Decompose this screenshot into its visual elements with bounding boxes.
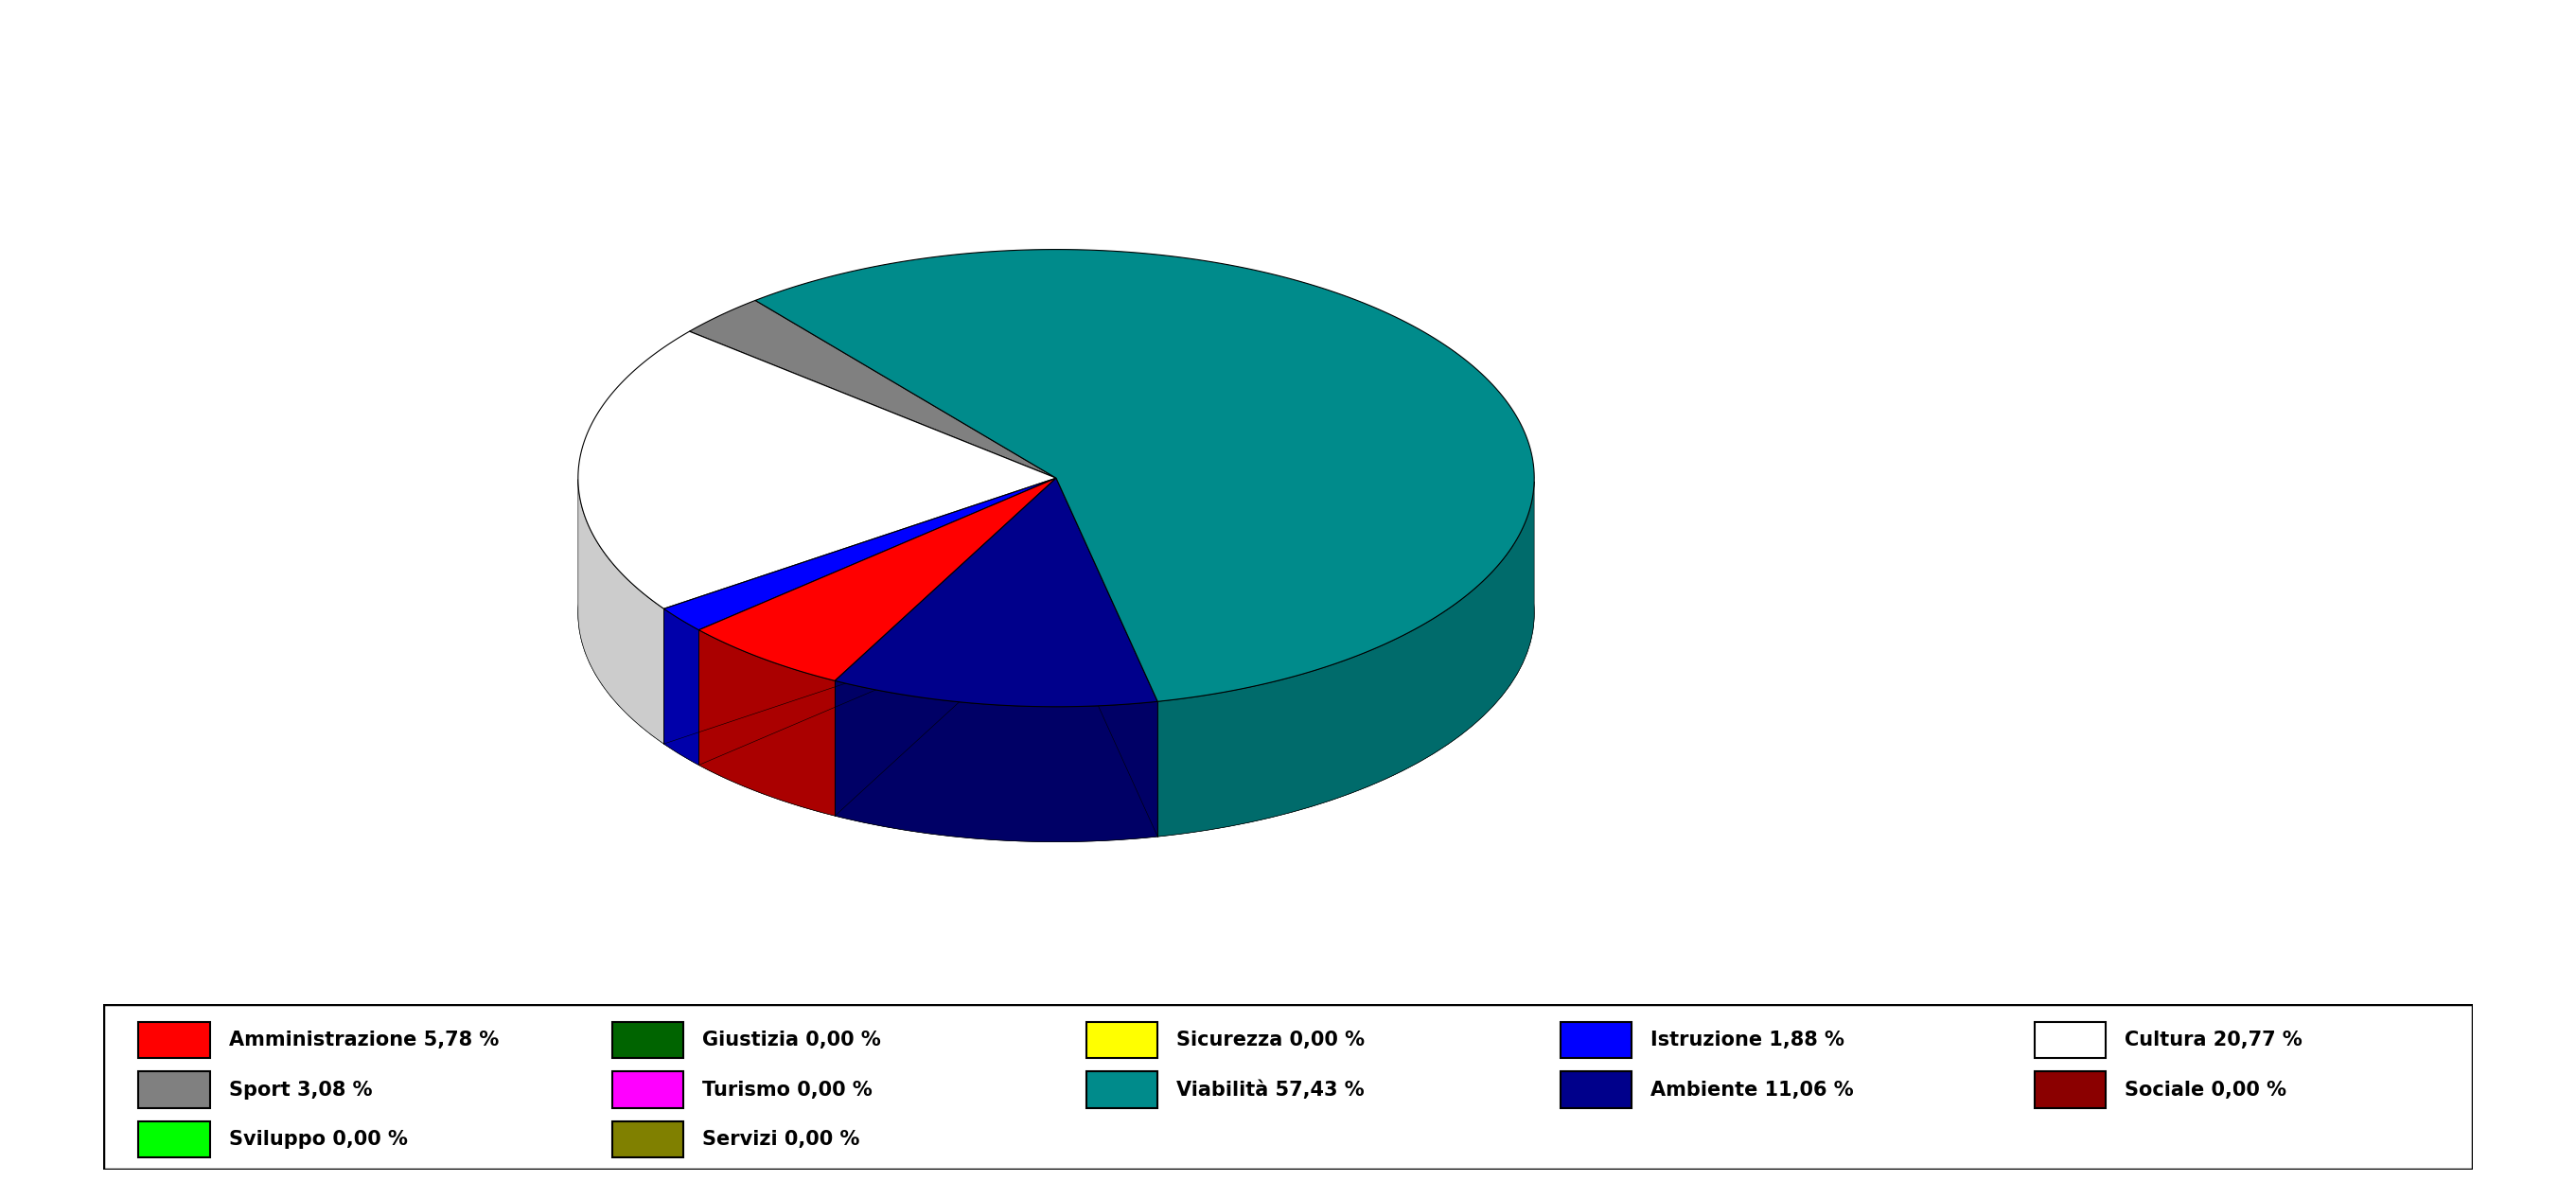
Text: Giustizia 0,00 %: Giustizia 0,00 %	[703, 1031, 881, 1050]
FancyBboxPatch shape	[2035, 1071, 2105, 1108]
Text: Sport 3,08 %: Sport 3,08 %	[229, 1081, 371, 1100]
FancyBboxPatch shape	[139, 1071, 209, 1108]
FancyBboxPatch shape	[1561, 1022, 1631, 1058]
Text: Ambiente 11,06 %: Ambiente 11,06 %	[1651, 1081, 1855, 1100]
Polygon shape	[755, 249, 1535, 702]
Ellipse shape	[577, 385, 1535, 842]
FancyBboxPatch shape	[613, 1121, 683, 1157]
FancyBboxPatch shape	[1087, 1022, 1157, 1058]
Text: Cultura 20,77 %: Cultura 20,77 %	[2125, 1031, 2303, 1050]
FancyBboxPatch shape	[1561, 1071, 1631, 1108]
Text: Istruzione 1,88 %: Istruzione 1,88 %	[1651, 1031, 1844, 1050]
FancyBboxPatch shape	[1087, 1071, 1157, 1108]
FancyBboxPatch shape	[613, 1022, 683, 1058]
Text: Sviluppo 0,00 %: Sviluppo 0,00 %	[229, 1130, 407, 1149]
Text: Viabilità 57,43 %: Viabilità 57,43 %	[1177, 1081, 1365, 1100]
Polygon shape	[665, 608, 698, 765]
Polygon shape	[698, 629, 835, 816]
Polygon shape	[577, 479, 665, 744]
Polygon shape	[698, 478, 1056, 680]
Polygon shape	[665, 478, 1056, 629]
Polygon shape	[835, 680, 1157, 842]
Polygon shape	[1157, 482, 1535, 836]
Polygon shape	[577, 332, 1056, 608]
FancyBboxPatch shape	[613, 1071, 683, 1108]
FancyBboxPatch shape	[139, 1022, 209, 1058]
Text: Sicurezza 0,00 %: Sicurezza 0,00 %	[1177, 1031, 1365, 1050]
Text: Turismo 0,00 %: Turismo 0,00 %	[703, 1081, 873, 1100]
Polygon shape	[690, 300, 1056, 478]
Text: Amministrazione 5,78 %: Amministrazione 5,78 %	[229, 1031, 500, 1050]
FancyBboxPatch shape	[103, 1004, 2473, 1169]
Text: Sociale 0,00 %: Sociale 0,00 %	[2125, 1081, 2287, 1100]
FancyBboxPatch shape	[2035, 1022, 2105, 1058]
Text: Servizi 0,00 %: Servizi 0,00 %	[703, 1130, 860, 1149]
FancyBboxPatch shape	[139, 1121, 209, 1157]
Polygon shape	[835, 478, 1157, 706]
